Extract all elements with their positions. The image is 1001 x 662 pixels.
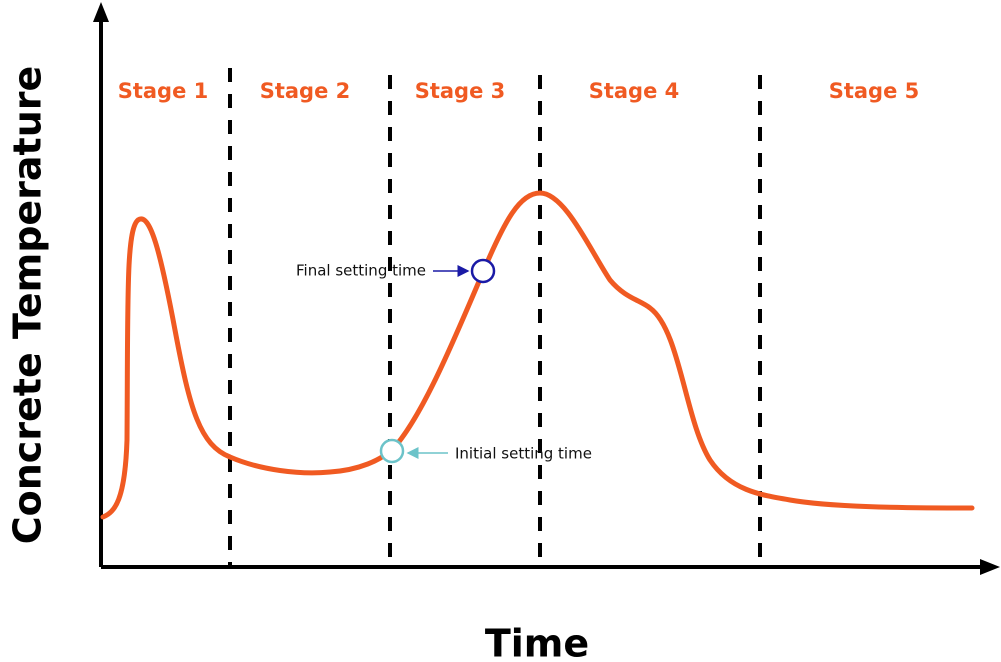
final-setting-marker xyxy=(470,258,496,284)
temperature-curve xyxy=(100,190,975,520)
stage-label: Stage 4 xyxy=(589,79,680,103)
y-axis-label: Concrete Temperature xyxy=(6,66,50,545)
x-axis-label: Time xyxy=(485,622,589,662)
stage-label: Stage 3 xyxy=(415,79,506,103)
initial-setting-label: Initial setting time xyxy=(455,445,592,463)
x-axis-arrow xyxy=(980,559,1000,575)
final-setting-label: Final setting time xyxy=(296,262,426,280)
stage-label: Stage 2 xyxy=(260,79,351,103)
y-axis-arrow xyxy=(93,2,109,22)
stage-label: Stage 1 xyxy=(118,79,209,103)
stage-label: Stage 5 xyxy=(829,79,920,103)
initial-setting-marker xyxy=(379,438,405,464)
